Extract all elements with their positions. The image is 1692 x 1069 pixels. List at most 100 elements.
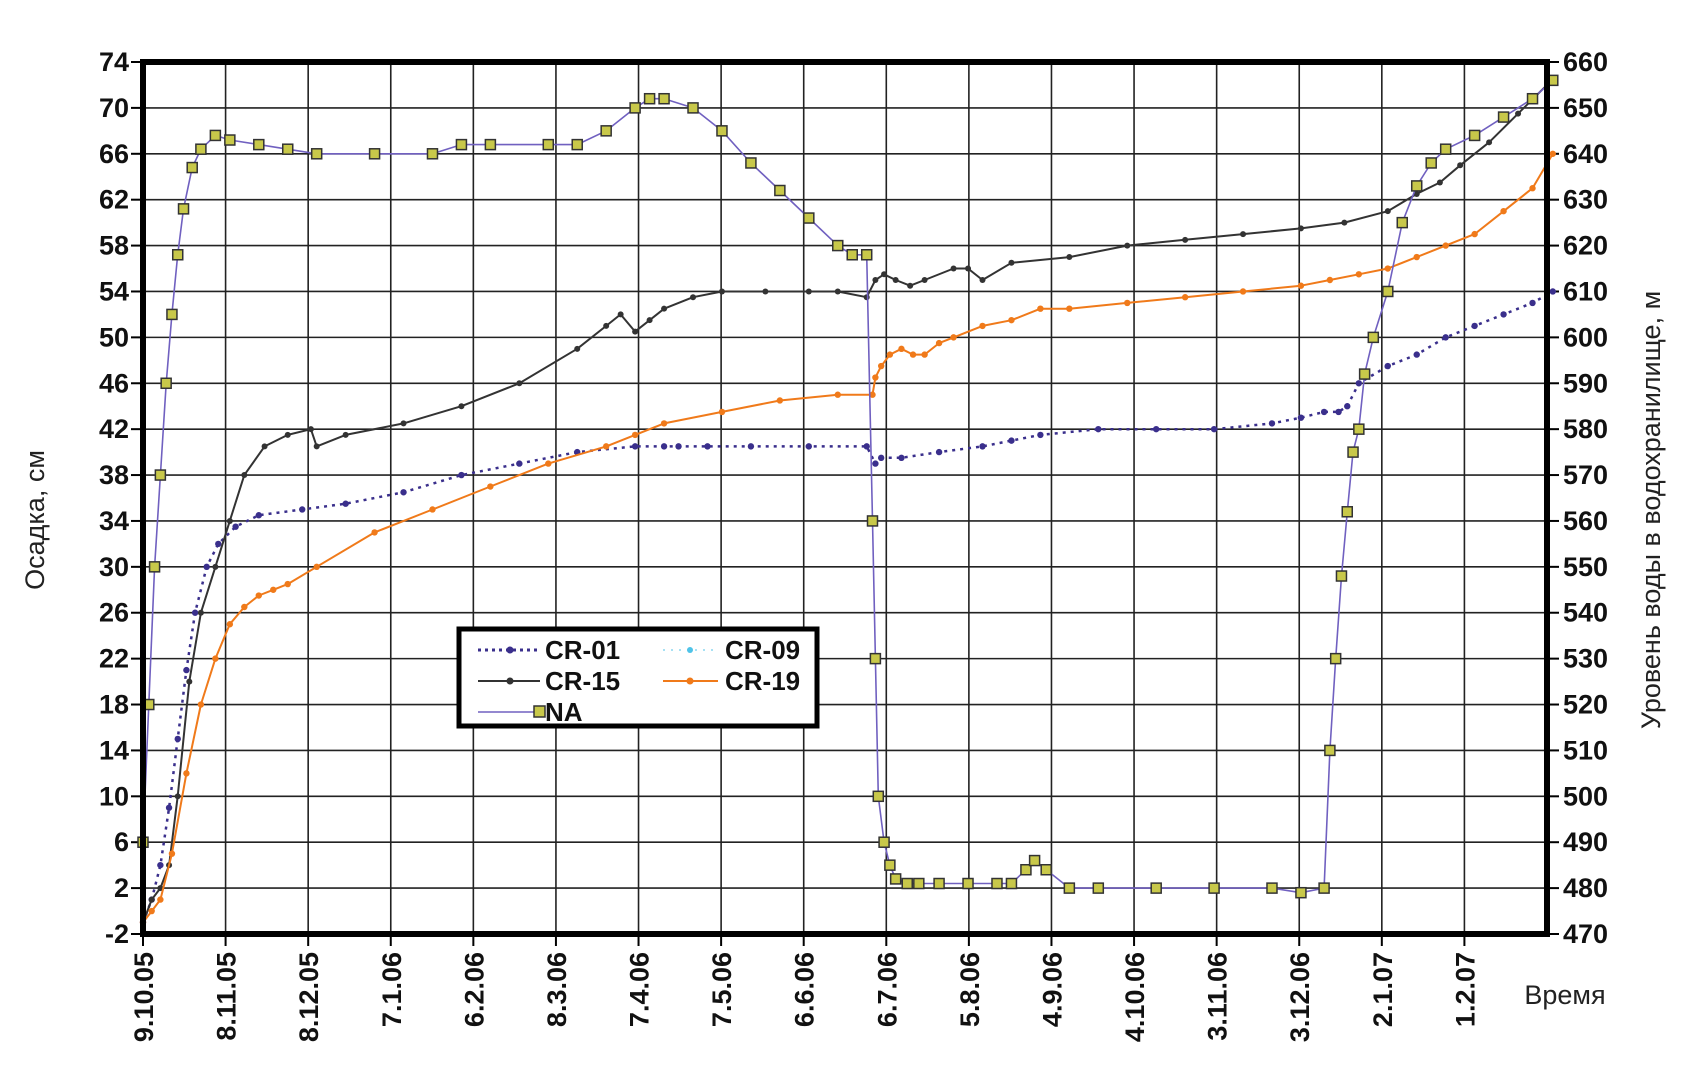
right-tick-label-0: 470	[1563, 919, 1608, 949]
point-cr15-29	[863, 294, 870, 301]
grid-lines	[142, 61, 1548, 935]
right-tick-label-15: 620	[1563, 231, 1608, 261]
point-na-34	[869, 652, 882, 665]
point-na-23	[643, 92, 656, 105]
point-cr01-25	[877, 454, 885, 462]
point-cr15-36	[965, 265, 972, 272]
point-na-8	[186, 161, 198, 174]
point-cr15-45	[1384, 208, 1391, 215]
point-na-63	[1382, 285, 1394, 298]
point-na-70	[1526, 92, 1539, 105]
point-cr01-9	[232, 523, 239, 530]
point-na-53	[1295, 886, 1307, 899]
x-tick-label-16: 1.2.07	[1450, 952, 1480, 1027]
point-cr19-3	[168, 850, 176, 857]
point-cr19-24	[872, 374, 879, 381]
point-cr01-7	[203, 563, 210, 571]
point-cr15-34	[921, 277, 928, 283]
point-cr01-42	[1442, 334, 1449, 341]
series-line-cr19	[142, 153, 1554, 924]
point-na-50	[1150, 882, 1162, 894]
point-cr19-25	[877, 362, 885, 370]
point-cr01-32	[1152, 425, 1160, 433]
point-cr01-23	[863, 443, 870, 450]
left-tick-label-13: 50	[99, 322, 129, 352]
point-cr15-22	[646, 317, 653, 324]
left-tick-label-2: 6	[114, 827, 129, 857]
point-cr01-30	[1037, 431, 1044, 439]
series-cr01	[139, 288, 1556, 926]
point-cr01-24	[872, 460, 879, 467]
point-cr19-33	[1008, 316, 1015, 324]
point-cr01-35	[1297, 414, 1305, 421]
point-na-46	[1028, 854, 1041, 867]
right-tick-label-1: 480	[1563, 873, 1608, 903]
point-cr15-5	[186, 678, 193, 685]
right-tick-label-4: 510	[1563, 735, 1608, 765]
point-cr15-18	[574, 345, 581, 352]
point-na-60	[1353, 423, 1365, 435]
point-na-56	[1329, 652, 1342, 665]
right-axis-ticks: 470 480 490 500 510 520 530 540 550 560 570 580 590 6…	[1547, 47, 1608, 949]
point-cr15-17	[516, 380, 523, 387]
point-cr15-39	[1066, 254, 1073, 261]
point-cr19-10	[270, 586, 277, 593]
point-cr19-41	[1355, 271, 1363, 278]
x-tick-label-6: 7.4.06	[625, 952, 655, 1027]
point-na-7	[177, 203, 190, 215]
point-cr01-20	[704, 443, 711, 450]
point-cr01-18	[660, 443, 668, 450]
right-tick-label-19: 660	[1563, 47, 1608, 77]
right-tick-label-18: 650	[1563, 93, 1608, 123]
point-na-31	[846, 249, 858, 261]
point-na-2	[148, 561, 161, 573]
point-cr01-2	[157, 861, 164, 869]
point-cr15-23	[661, 305, 668, 312]
point-cr01-17	[631, 443, 639, 450]
point-na-20	[571, 138, 583, 151]
plot-frame	[140, 59, 1550, 937]
point-cr01-38	[1344, 403, 1351, 410]
right-tick-label-3: 500	[1563, 781, 1608, 811]
point-na-51	[1208, 882, 1220, 894]
point-na-65	[1410, 180, 1423, 192]
point-cr15-13	[313, 443, 320, 450]
point-na-69	[1497, 111, 1510, 123]
point-cr01-22	[805, 443, 813, 450]
point-cr19-5	[197, 701, 205, 708]
point-cr01-37	[1335, 408, 1342, 416]
point-na-28	[774, 184, 786, 197]
point-na-41	[933, 877, 945, 890]
point-cr01-41	[1413, 351, 1420, 358]
point-cr15-47	[1436, 179, 1443, 186]
point-cr15-20	[617, 311, 624, 318]
point-na-10	[209, 129, 222, 142]
x-tick-label-7: 7.5.06	[707, 952, 737, 1027]
point-cr15-31	[881, 271, 888, 278]
point-cr19-2	[157, 896, 164, 903]
point-na-58	[1341, 506, 1354, 518]
point-na-25	[687, 102, 699, 114]
point-cr19-14	[429, 506, 436, 513]
left-tick-label-15: 58	[99, 231, 129, 261]
point-cr01-36	[1320, 408, 1328, 416]
right-tick-label-6: 530	[1563, 644, 1608, 674]
point-cr15-27	[805, 288, 812, 295]
legend-entry-na: NA	[478, 697, 583, 727]
legend-label-na: NA	[545, 697, 583, 727]
point-cr15-9	[241, 472, 248, 479]
point-na-12	[253, 138, 265, 151]
x-tick-label-9: 6.7.06	[872, 952, 902, 1027]
point-na-68	[1468, 129, 1481, 142]
point-na-11	[224, 134, 236, 146]
point-cr01-39	[1355, 380, 1363, 387]
point-cr19-13	[371, 529, 378, 536]
point-na-32	[860, 249, 873, 261]
point-cr01-26	[898, 454, 905, 462]
right-tick-label-12: 590	[1563, 368, 1608, 398]
point-cr01-10	[255, 512, 262, 519]
point-cr01-19	[675, 443, 682, 450]
point-na-49	[1092, 882, 1105, 894]
point-cr19-17	[602, 443, 610, 450]
series-line-cr15	[142, 78, 1554, 923]
